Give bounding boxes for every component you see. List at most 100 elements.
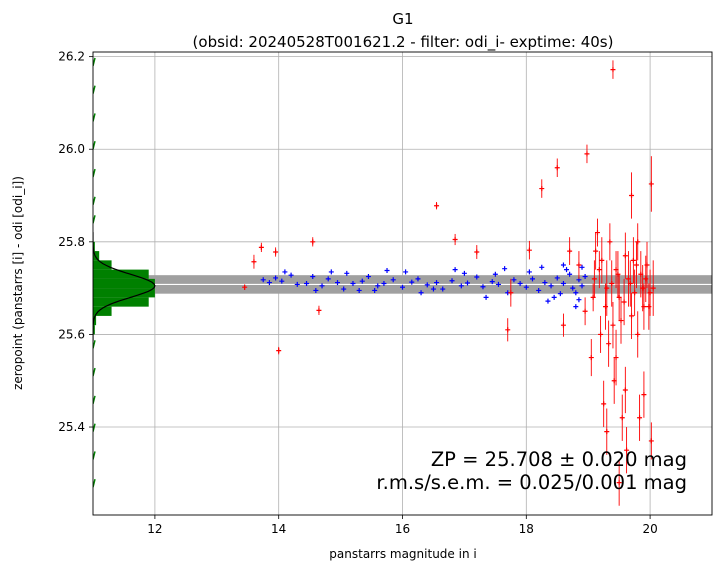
data-point (434, 203, 440, 209)
y-tick-label: 25.4 (58, 420, 85, 434)
data-point (560, 322, 566, 328)
histogram-bar (93, 251, 100, 261)
data-point (603, 304, 609, 310)
data-point (505, 327, 511, 333)
data-point (619, 415, 625, 421)
data-point (474, 249, 480, 255)
data-point (624, 447, 630, 453)
data-point (570, 285, 576, 291)
data-point (579, 264, 585, 270)
data-point (495, 281, 501, 287)
data-point (517, 281, 523, 286)
data-point (635, 239, 641, 245)
data-point (434, 280, 440, 286)
annotation-zp: ZP = 25.708 ± 0.020 mag (431, 448, 687, 471)
data-point (622, 387, 628, 393)
y-tick-label: 25.8 (58, 235, 85, 249)
rejected-stars (242, 60, 656, 506)
data-point (604, 429, 610, 435)
data-point (560, 262, 566, 268)
data-point (599, 257, 605, 263)
data-point (641, 392, 647, 398)
data-point (282, 269, 288, 275)
x-tick-label: 18 (519, 522, 534, 536)
data-point (573, 290, 579, 296)
data-point (644, 262, 650, 268)
data-point (609, 281, 615, 286)
x-axis-label: panstarrs magnitude in i (329, 547, 476, 561)
data-point (480, 284, 486, 290)
data-point (350, 281, 356, 286)
data-point (633, 262, 639, 268)
histogram-bar (93, 315, 97, 326)
data-point (632, 290, 638, 296)
data-point (288, 272, 294, 278)
data-point (440, 286, 446, 292)
data-point (573, 304, 579, 310)
data-point (526, 247, 532, 253)
data-point (279, 278, 285, 284)
data-point (557, 291, 563, 297)
data-point (641, 304, 647, 310)
x-tick-label: 12 (147, 522, 162, 536)
data-point (551, 294, 557, 300)
data-point (611, 378, 617, 384)
data-point (260, 277, 266, 283)
data-point (489, 279, 495, 285)
data-point (403, 269, 409, 275)
histogram-bar (93, 288, 155, 298)
data-point (310, 274, 316, 280)
data-point (258, 244, 264, 250)
y-tick-label: 26.0 (58, 142, 85, 156)
data-point (596, 267, 602, 273)
histogram-bar (93, 241, 95, 252)
data-point (328, 269, 334, 275)
data-point (554, 275, 560, 281)
data-point (325, 276, 331, 282)
annotation-rms: r.m.s/s.e.m. = 0.025/0.001 mag (376, 471, 687, 494)
data-point (536, 287, 542, 293)
used-stars (260, 262, 588, 310)
data-point (273, 249, 279, 255)
data-point (266, 280, 272, 286)
data-point (418, 290, 424, 296)
x-tick-label: 14 (271, 522, 286, 536)
data-point (610, 67, 616, 73)
data-point (400, 284, 405, 290)
data-point (511, 277, 517, 283)
data-point (598, 331, 604, 337)
data-point (381, 281, 387, 286)
data-point (310, 239, 316, 245)
data-point (294, 281, 300, 287)
data-point (502, 266, 508, 272)
data-point (637, 415, 643, 421)
data-point (579, 283, 585, 289)
data-point (251, 259, 257, 265)
data-point (430, 286, 436, 292)
data-point (621, 299, 627, 305)
data-point (526, 269, 532, 275)
x-tick-label: 16 (395, 522, 410, 536)
data-point (548, 283, 554, 289)
data-point (483, 294, 489, 300)
data-point (452, 267, 458, 273)
x-tick-label: 20 (642, 522, 657, 536)
data-point (567, 248, 573, 254)
data-point (591, 276, 597, 282)
data-point (390, 277, 396, 283)
data-point (643, 276, 649, 282)
data-point (576, 297, 582, 303)
data-point (523, 284, 529, 290)
data-point (610, 322, 616, 328)
histogram-bar (93, 269, 149, 279)
data-point (593, 248, 599, 254)
data-point (375, 283, 381, 289)
data-point (458, 283, 464, 289)
y-axis-label: zeropoint (panstarrs [i] - odi [odi_i]) (11, 176, 25, 390)
data-point (646, 304, 652, 310)
data-layer (93, 57, 712, 506)
data-point (648, 181, 654, 187)
histogram-bar (93, 325, 95, 335)
histogram (93, 57, 156, 488)
